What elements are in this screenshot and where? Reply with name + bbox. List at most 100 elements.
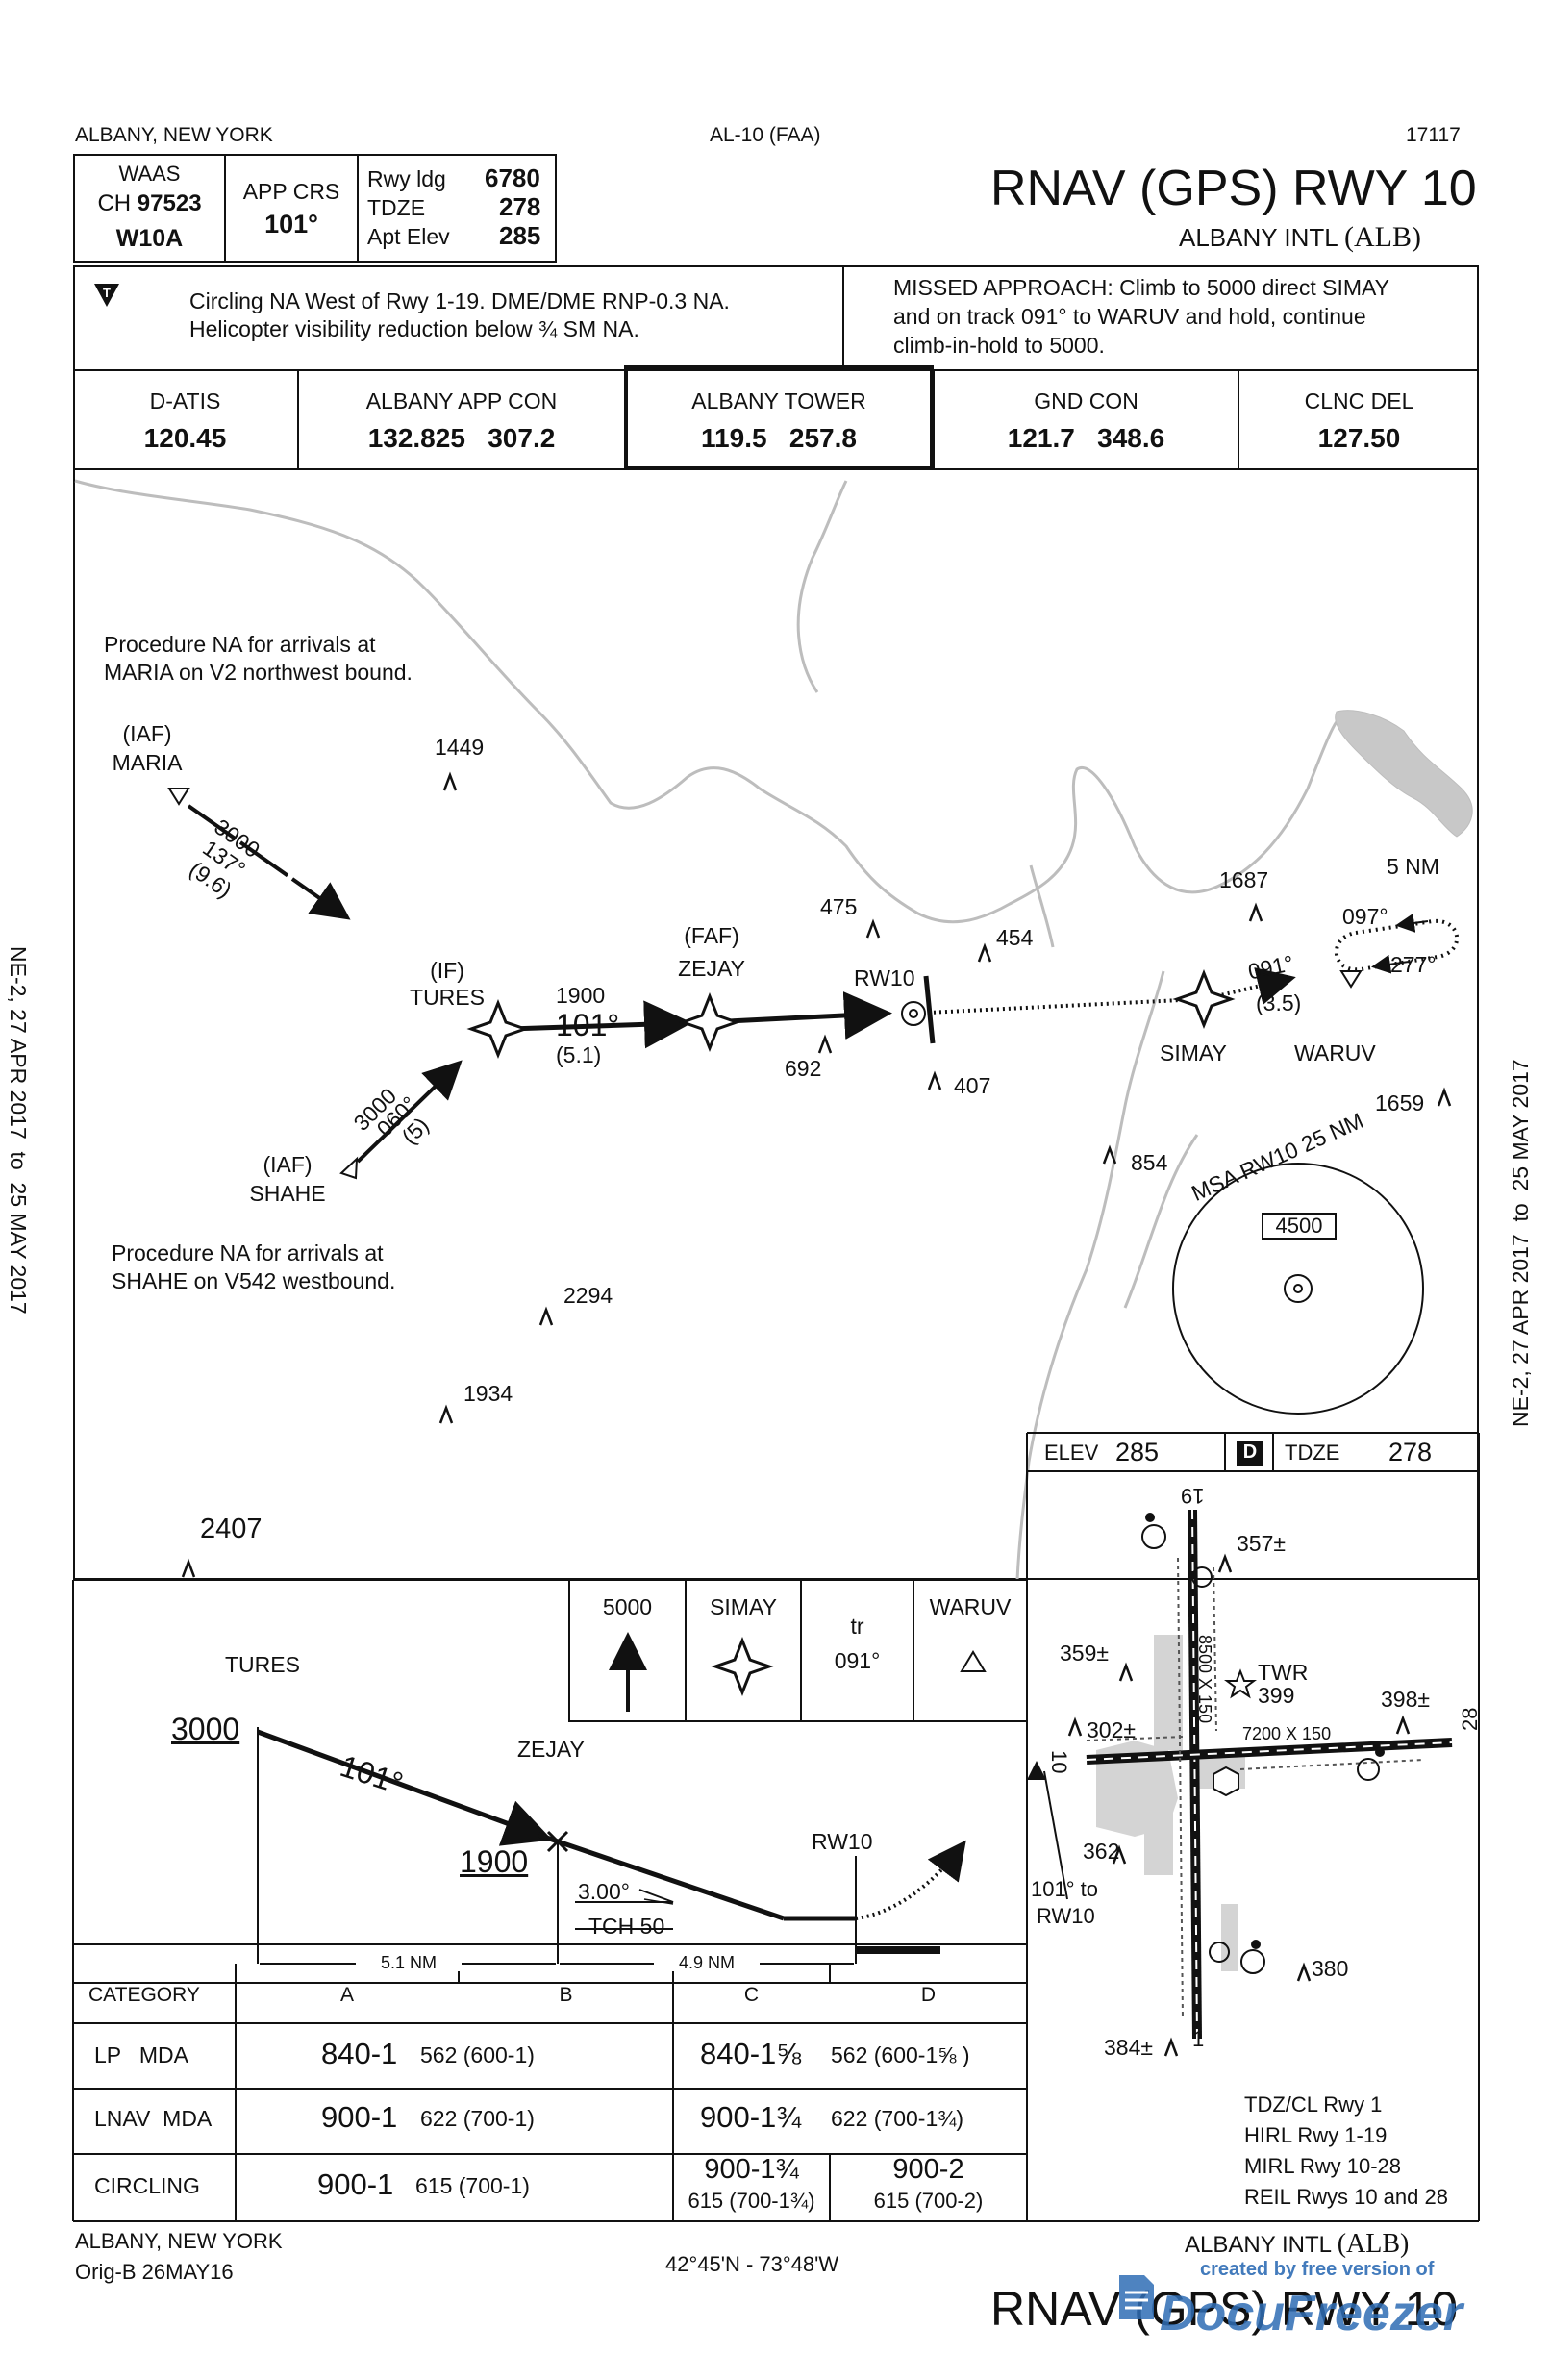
final-dist: (5.1) — [556, 1042, 602, 1067]
waas-label: WAAS — [118, 162, 181, 186]
hold-distance: 5 NM — [1387, 854, 1439, 879]
app-crs-label: APP CRS — [242, 179, 340, 204]
shahe-iaf: (IAF) — [263, 1152, 313, 1177]
profile-glidepath: 3.00° — [578, 1879, 630, 1904]
profile-tures: TURES — [225, 1652, 300, 1677]
airport-ramp — [1096, 1635, 1245, 1971]
app-crs-box — [224, 154, 359, 263]
rwy-ldg-label: Rwy ldg — [367, 166, 446, 191]
footer-airport-name: ALBANY INTL — [1185, 2232, 1332, 2258]
left-margin-effective-dates: NE-2, 27 APR 2017 to 25 MAY 2017 — [6, 946, 31, 1315]
lighting-note-3: MIRL Rwy 10-28 — [1244, 2154, 1402, 2178]
simay-label: SIMAY — [1160, 1040, 1227, 1065]
apt-obs-359: 359± — [1060, 1641, 1109, 1666]
runway-1-19 — [1188, 1509, 1202, 2040]
min-header-b: B — [559, 1984, 573, 2006]
min-lnav-label: LNAV MDA — [94, 2106, 213, 2131]
notes-line1: Circling NA West of Rwy 1-19. DME/DME RN… — [189, 288, 730, 313]
min-header-category: CATEGORY — [88, 1984, 200, 2006]
rwy-28-label: 28 — [1458, 1707, 1482, 1731]
rwy-1-19-dimensions: 8500 X 150 — [1195, 1635, 1214, 1724]
profile-rw10: RW10 — [812, 1829, 873, 1854]
rwy-10-28-dimensions: 7200 X 150 — [1242, 1724, 1332, 1743]
waas-ch-label: CH — [97, 190, 132, 216]
runway-10-28 — [1086, 1738, 1453, 1765]
min-lp-ab: 840-1 — [321, 2037, 398, 2070]
obstacle-2294: 2294 — [563, 1283, 613, 1308]
obstacle-454: 454 — [996, 925, 1034, 950]
comm-name: ALBANY TOWER — [691, 388, 866, 413]
min-circ-c: 900-1¾ — [704, 2154, 799, 2185]
rwy-1-label: 1 — [1192, 2027, 1205, 2051]
apt-obs-398: 398± — [1381, 1687, 1430, 1712]
tures-if: (IF) — [430, 958, 464, 983]
min-lp-ab-h: 562 (600-1) — [420, 2042, 535, 2067]
waas-channel-num: 97523 — [137, 190, 202, 216]
missed-line3: climb-in-hold to 5000. — [893, 333, 1105, 358]
min-header-d: D — [920, 1984, 937, 2006]
maria-note-line2: MARIA on V2 northwest bound. — [104, 660, 413, 685]
apt-elev-label-diagram: ELEV — [1044, 1441, 1099, 1465]
min-circ-d-h: 615 (700-2) — [873, 2189, 984, 2213]
waruv-label: WARUV — [1294, 1040, 1376, 1065]
right-margin-effective-dates: NE-2, 27 APR 2017 to 25 MAY 2017 — [1508, 1059, 1533, 1427]
apt-elev-label: Apt Elev — [367, 224, 450, 249]
footer-airport: ALBANY INTL (ALB) — [1185, 2231, 1409, 2258]
apt-obs-302: 302± — [1087, 1717, 1136, 1742]
min-circ-c-h: 615 (700-1¾) — [688, 2189, 815, 2213]
obstacle-692: 692 — [785, 1056, 822, 1081]
min-lnav-ab: 900-1 — [321, 2100, 398, 2134]
obstacle-854: 854 — [1131, 1150, 1168, 1175]
missed-icon-simay: SIMAY — [710, 1594, 777, 1619]
airport-id: (ALB) — [1343, 221, 1421, 253]
profile-crs: 101° — [336, 1748, 408, 1801]
approach-note-1: 101° to — [1031, 1877, 1098, 1901]
maria-name: MARIA — [112, 750, 183, 775]
min-lnav-cd: 900-1¾ — [700, 2100, 802, 2134]
rw10-label: RW10 — [854, 965, 915, 990]
tdze-label: TDZE — [367, 195, 426, 220]
min-lp-label: LP MDA — [94, 2042, 188, 2067]
final-crs: 101° — [556, 1008, 620, 1042]
apt-obs-380: 380 — [1312, 1956, 1349, 1981]
comm-name: D-ATIS — [149, 388, 221, 413]
comm-name: ALBANY APP CON — [365, 388, 558, 413]
missed-line2: and on track 091° to WARUV and hold, con… — [893, 304, 1366, 329]
footer-amendment: Orig-B 26MAY16 — [75, 2260, 234, 2284]
waas-id: W10A — [115, 225, 184, 252]
watermark-line2: DocuFreezer — [1160, 2286, 1463, 2342]
header-chart-id: AL-10 (FAA) — [710, 124, 821, 146]
profile-dist-2: 4.9 NM — [654, 1954, 760, 1971]
header-location: ALBANY, NEW YORK — [75, 124, 273, 146]
watermark-logo-icon — [1115, 2266, 1158, 2323]
profile-alt-3000: 3000 — [171, 1712, 240, 1746]
apt-obs-362: 362 — [1083, 1839, 1120, 1864]
comm-name: GND CON — [1034, 388, 1138, 413]
hold-outbound: 097° — [1342, 904, 1388, 929]
missed-icon-crs: 091° — [834, 1648, 881, 1673]
svg-text:T: T — [103, 286, 111, 300]
comm-divider — [297, 369, 299, 470]
shahe-note-line1: Procedure NA for arrivals at — [112, 1240, 384, 1265]
lighting-note-4: REIL Rwys 10 and 28 — [1244, 2185, 1448, 2209]
tdze-value: 278 — [499, 192, 541, 221]
profile-dist-1: 5.1 NM — [356, 1954, 462, 1971]
obstacle-475: 475 — [820, 894, 858, 919]
tures-label: TURES — [410, 985, 485, 1010]
profile-tch: TCH 50 — [588, 1914, 665, 1939]
min-circ-d: 900-2 — [892, 2154, 964, 2185]
min-circ-ab-h: 615 (700-1) — [415, 2173, 530, 2198]
profile-alt-1900: 1900 — [460, 1844, 529, 1879]
obstacle-1449: 1449 — [435, 735, 485, 760]
comm-freq: 121.7 348.6 — [1007, 423, 1165, 453]
min-circ-label: CIRCLING — [94, 2173, 200, 2198]
footer-title: RNAV (GPS) RWY 10 — [990, 2282, 1459, 2336]
min-lp-cd: 840-1⅝ — [700, 2037, 802, 2070]
obstacle-2407: 2407 — [200, 1514, 263, 1544]
tures-alt: 1900 — [556, 983, 606, 1008]
min-circ-ab: 900-1 — [317, 2167, 394, 2201]
twr-elev: 399 — [1258, 1683, 1295, 1708]
tdze-label-diagram: TDZE — [1285, 1441, 1340, 1465]
lighting-note-2: HIRL Rwy 1-19 — [1244, 2123, 1388, 2147]
footer-coords: 42°45'N - 73°48'W — [665, 2252, 839, 2276]
